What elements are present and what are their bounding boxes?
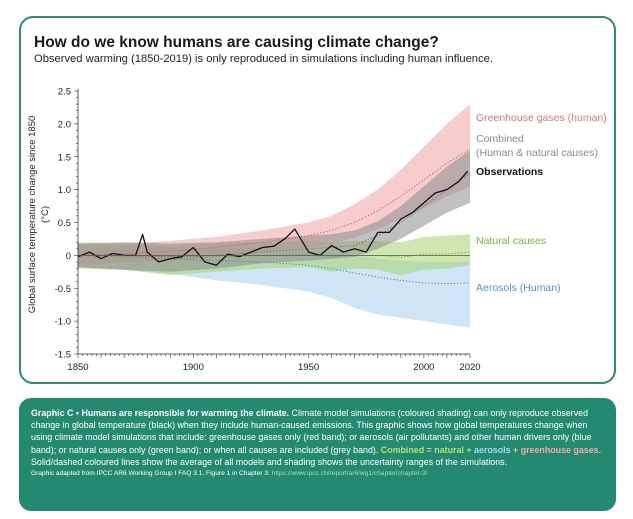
x-tick-label: 2000 <box>413 362 434 373</box>
chart-title: How do we know humans are causing climat… <box>34 34 439 51</box>
y-tick-label: 0.5 <box>58 218 71 229</box>
caption-combined: Combined <box>380 444 425 455</box>
caption-text-1: Climate model simulations (coloured shad… <box>31 408 592 455</box>
y-axis-label: Global surface temperature change since … <box>27 116 51 314</box>
y-tick-label: -1.0 <box>55 317 71 328</box>
caption-text-2: Solid/dashed coloured lines show the ave… <box>31 456 508 467</box>
caption-box: Graphic C • Humans are responsible for w… <box>19 398 616 511</box>
mean-line-combined-human-natural-causes <box>78 172 471 258</box>
legend-aerosols: Aerosols (Human) <box>476 282 561 294</box>
legend-natural-causes: Natural causes <box>476 235 546 247</box>
x-tick-label: 1850 <box>67 362 88 373</box>
y-tick-label: -1.5 <box>55 350 71 361</box>
y-tick-label: -0.5 <box>55 284 71 295</box>
observations-line <box>77 170 469 266</box>
chart-card <box>19 16 616 384</box>
chart-subtitle: Observed warming (1850-2019) is only rep… <box>34 53 493 65</box>
caption-aerosols: aerosols <box>474 444 511 455</box>
legend-greenhouse-gases: Greenhouse gases (human) <box>476 112 607 124</box>
x-tick-label: 2020 <box>459 362 480 373</box>
x-tick-label: 1900 <box>183 362 204 373</box>
legend-observations: Observations <box>476 166 543 178</box>
mean-line-natural-causes <box>77 251 471 260</box>
legend-combined: Combined <box>476 133 524 145</box>
source-link[interactable]: https://www.ipcc.ch/report/ar6/wg1/chapt… <box>271 470 428 478</box>
x-tick-label: 1950 <box>298 362 319 373</box>
caption-source: Graphic adapted from IPCC AR6 Working Gr… <box>31 469 604 478</box>
source-text: Graphic adapted from IPCC AR6 Working Gr… <box>31 470 270 478</box>
caption-plus-1: + <box>463 444 475 455</box>
y-tick-label: 1.0 <box>58 185 71 196</box>
y-tick-label: 2.5 <box>58 87 71 98</box>
caption-plus-2: + <box>510 444 521 455</box>
y-tick-label: 1.5 <box>58 152 71 163</box>
y-tick-label: 2.0 <box>58 119 71 130</box>
caption-dot: . <box>598 444 602 455</box>
legend-combined-detail: (Human & natural causes) <box>476 147 598 159</box>
caption-lead: Graphic C • Humans are responsible for w… <box>31 408 290 418</box>
y-tick-label: 0 <box>66 251 71 262</box>
caption-natural: natural <box>434 444 464 455</box>
caption-eq: = <box>424 444 435 455</box>
caption-ghg: greenhouse gases <box>520 444 599 455</box>
